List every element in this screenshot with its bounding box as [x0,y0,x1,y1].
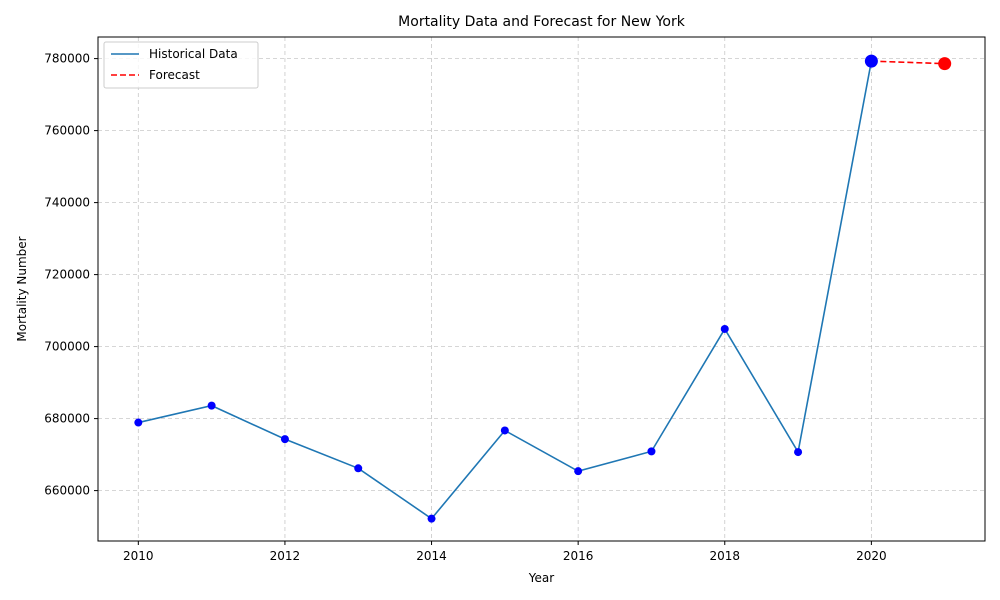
legend-box [103,41,259,89]
series-layer [138,60,945,520]
y-tick-label: 760000 [44,124,90,138]
grid-layer [98,37,985,541]
x-tick-label: 2010 [123,549,154,563]
y-tick-label: 740000 [44,196,90,210]
x-tick-label: 2018 [709,549,740,563]
historical-point [794,448,803,457]
x-axis-title: Year [528,571,554,585]
y-tick-label: 780000 [44,52,90,66]
forecast-line [871,60,945,65]
y-tick-label: 660000 [44,484,90,498]
historical-point [280,435,289,444]
legend: Historical Data Forecast [103,41,259,89]
y-tick-label: 680000 [44,412,90,426]
x-tick-label: 2014 [416,549,447,563]
historical-point [354,464,363,473]
x-tick-label: 2020 [856,549,887,563]
historical-point-2020 [864,54,878,68]
historical-point [574,467,583,476]
historical-data-line [138,60,873,520]
x-tick-label: 2012 [270,549,301,563]
historical-point [134,418,143,427]
historical-point [207,401,216,410]
x-tick-label: 2016 [563,549,594,563]
legend-label-forecast: Forecast [149,68,200,82]
legend-label-historical: Historical Data [149,47,238,61]
historical-point [500,426,509,435]
y-tick-label: 720000 [44,268,90,282]
y-axis-title: Mortality Number [15,236,29,341]
chart-title: Mortality Data and Forecast for New York [398,14,686,30]
y-tick-label: 700000 [44,340,90,354]
tick-layer: 2010 2012 2014 2016 2018 2020 660000 680000 7000… [44,52,886,563]
historical-point [427,514,436,523]
historical-point [647,447,656,456]
forecast-point [938,57,952,71]
marker-layer [134,54,952,523]
historical-point [720,324,729,333]
plot-frame [97,36,986,542]
